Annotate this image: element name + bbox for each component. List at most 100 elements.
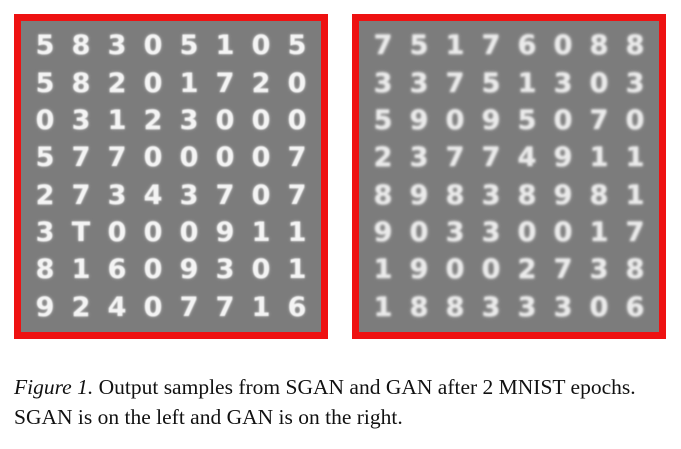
gan-sample-digit-r4-c4: 8 [517, 179, 537, 211]
gan-sample-digit-r1-c4: 1 [517, 67, 537, 99]
gan-sample-digit-r2-c7: 0 [625, 104, 645, 136]
sgan-sample-digit-r0-c7: 5 [287, 30, 307, 62]
sgan-sample-digit-r5-c4: 0 [179, 217, 199, 249]
sgan-sample-digit-r5-c5: 9 [215, 217, 235, 249]
gan-sample-digit-r1-c6: 0 [589, 67, 609, 99]
sgan-sample-digit-r4-c6: 0 [251, 179, 271, 211]
gan-sample-digit-r3-c7: 1 [625, 142, 645, 174]
gan-sample-digit-r0-c2: 1 [445, 30, 465, 62]
sgan-sample-digit-r3-c7: 7 [287, 142, 307, 174]
gan-sample-digit-r3-c1: 3 [409, 142, 429, 174]
sgan-sample-digit-r5-c2: 0 [107, 217, 127, 249]
gan-sample-digit-r5-c4: 0 [517, 217, 537, 249]
sgan-sample-digit-r0-c2: 3 [107, 30, 127, 62]
sgan-sample-digit-r6-c1: 1 [71, 254, 91, 286]
sgan-sample-digit-r2-c2: 1 [107, 104, 127, 136]
gan-sample-digit-r1-c2: 7 [445, 67, 465, 99]
gan-sample-digit-r4-c3: 3 [481, 179, 501, 211]
sgan-sample-digit-r7-c6: 1 [251, 291, 271, 323]
sgan-sample-digit-r2-c7: 0 [287, 104, 307, 136]
sgan-sample-digit-r4-c0: 2 [35, 179, 55, 211]
sgan-sample-digit-r1-c0: 5 [35, 67, 55, 99]
gan-sample-digit-r5-c6: 1 [589, 217, 609, 249]
gan-sample-digit-r2-c0: 5 [373, 104, 393, 136]
gan-sample-digit-r7-c1: 8 [409, 291, 429, 323]
gan-sample-digit-r0-c6: 8 [589, 30, 609, 62]
gan-sample-digit-r0-c0: 7 [373, 30, 393, 62]
gan-sample-digit-r0-c5: 0 [553, 30, 573, 62]
sgan-sample-digit-r4-c3: 4 [143, 179, 163, 211]
sgan-sample-digit-r1-c6: 2 [251, 67, 271, 99]
sgan-sample-digit-r6-c5: 3 [215, 254, 235, 286]
gan-sample-digit-r4-c5: 9 [553, 179, 573, 211]
gan-sample-digit-r6-c2: 0 [445, 254, 465, 286]
sgan-sample-digit-r1-c4: 1 [179, 67, 199, 99]
gan-sample-digit-r4-c2: 8 [445, 179, 465, 211]
gan-sample-digit-r2-c5: 0 [553, 104, 573, 136]
sgan-sample-digit-r6-c2: 6 [107, 254, 127, 286]
gan-sample-digit-r5-c0: 9 [373, 217, 393, 249]
sgan-sample-digit-r3-c3: 0 [143, 142, 163, 174]
sgan-sample-digit-r7-c4: 7 [179, 291, 199, 323]
sgan-sample-digit-r7-c1: 2 [71, 291, 91, 323]
gan-sample-digit-r2-c3: 9 [481, 104, 501, 136]
gan-sample-digit-r6-c5: 7 [553, 254, 573, 286]
gan-sample-digit-r7-c5: 3 [553, 291, 573, 323]
sgan-sample-digit-r3-c6: 0 [251, 142, 271, 174]
sgan-sample-digit-r2-c5: 0 [215, 104, 235, 136]
sgan-sample-digit-r2-c0: 0 [35, 104, 55, 136]
gan-sample-digit-r3-c6: 1 [589, 142, 609, 174]
caption-text: Output samples from SGAN and GAN after 2… [14, 375, 636, 429]
sgan-sample-digit-r0-c4: 5 [179, 30, 199, 62]
sgan-sample-digit-r0-c6: 0 [251, 30, 271, 62]
gan-sample-digit-r6-c0: 1 [373, 254, 393, 286]
sgan-sample-digit-r3-c4: 0 [179, 142, 199, 174]
sgan-sample-digit-r3-c5: 0 [215, 142, 235, 174]
sgan-sample-digit-r6-c0: 8 [35, 254, 55, 286]
gan-sample-digit-r0-c3: 7 [481, 30, 501, 62]
sgan-sample-digit-r7-c0: 9 [35, 291, 55, 323]
sgan-sample-digit-r1-c2: 2 [107, 67, 127, 99]
sgan-sample-digit-r6-c6: 0 [251, 254, 271, 286]
sgan-sample-digit-r6-c4: 9 [179, 254, 199, 286]
sgan-sample-digit-r7-c5: 7 [215, 291, 235, 323]
gan-sample-digit-r6-c7: 8 [625, 254, 645, 286]
gan-sample-digit-r3-c5: 9 [553, 142, 573, 174]
sgan-sample-digit-r6-c3: 0 [143, 254, 163, 286]
gan-sample-digit-r0-c4: 6 [517, 30, 537, 62]
sgan-sample-digit-r3-c2: 7 [107, 142, 127, 174]
gan-sample-digit-r4-c1: 9 [409, 179, 429, 211]
gan-sample-digit-r1-c1: 3 [409, 67, 429, 99]
sgan-sample-digit-r0-c5: 1 [215, 30, 235, 62]
sgan-sample-digit-r5-c7: 1 [287, 217, 307, 249]
gan-sample-digit-r3-c2: 7 [445, 142, 465, 174]
caption-label: Figure 1. [14, 375, 94, 399]
sgan-sample-digit-r4-c5: 7 [215, 179, 235, 211]
gan-sample-digit-r2-c6: 7 [589, 104, 609, 136]
sgan-sample-digit-r2-c1: 3 [71, 104, 91, 136]
sgan-sample-digit-r4-c7: 7 [287, 179, 307, 211]
sgan-sample-digit-r4-c1: 7 [71, 179, 91, 211]
gan-sample-digit-r7-c3: 3 [481, 291, 501, 323]
gan-sample-digit-r6-c6: 3 [589, 254, 609, 286]
gan-sample-digit-r0-c1: 5 [409, 30, 429, 62]
sgan-sample-digit-r4-c2: 3 [107, 179, 127, 211]
gan-sample-digit-r7-c0: 1 [373, 291, 393, 323]
sgan-sample-digit-r0-c1: 8 [71, 30, 91, 62]
gan-sample-digit-r1-c3: 5 [481, 67, 501, 99]
gan-sample-digit-r3-c0: 2 [373, 142, 393, 174]
sgan-sample-digit-r1-c7: 0 [287, 67, 307, 99]
sgan-sample-digit-r6-c7: 1 [287, 254, 307, 286]
gan-sample-digit-r2-c4: 5 [517, 104, 537, 136]
gan-sample-digit-r5-c7: 7 [625, 217, 645, 249]
gan-sample-digit-r5-c2: 3 [445, 217, 465, 249]
sgan-sample-digit-r7-c3: 0 [143, 291, 163, 323]
sgan-sample-digit-r3-c0: 5 [35, 142, 55, 174]
sgan-sample-digit-r2-c6: 0 [251, 104, 271, 136]
gan-sample-digit-r4-c6: 8 [589, 179, 609, 211]
gan-sample-digit-r6-c4: 2 [517, 254, 537, 286]
